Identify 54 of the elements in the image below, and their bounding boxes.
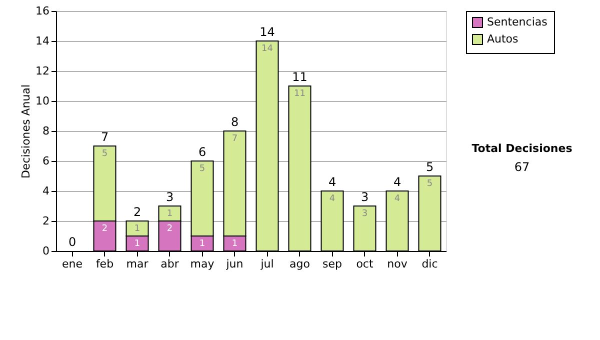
- legend-label: Autos: [487, 32, 519, 46]
- data-label: 1: [232, 239, 238, 249]
- total-label: 3: [166, 190, 174, 204]
- x-tick-label: ene: [62, 258, 83, 270]
- data-label: 2: [166, 224, 173, 234]
- x-tick-label: sep: [322, 258, 342, 270]
- x-tick-label: jul: [260, 258, 274, 270]
- y-tick-label: 8: [42, 124, 50, 138]
- x-tick-label: nov: [387, 258, 408, 270]
- data-label: 11: [294, 89, 306, 99]
- data-label: 7: [232, 134, 238, 144]
- total-label: 2: [133, 205, 142, 219]
- y-tick-label: 0: [42, 244, 50, 258]
- x-tick-label: abr: [160, 258, 180, 270]
- x-tick-label: mar: [126, 258, 149, 270]
- total-label: 8: [230, 115, 239, 129]
- y-tick-label: 6: [42, 154, 50, 168]
- total-label: 5: [426, 160, 434, 174]
- data-label: 4: [329, 194, 336, 204]
- y-tick-label: 2: [42, 214, 50, 228]
- y-axis-title: Decisiones Anual: [20, 84, 33, 179]
- data-label: 1: [134, 224, 140, 234]
- total-label: 0: [68, 235, 76, 249]
- x-tick-label: dic: [422, 258, 438, 270]
- text: 67: [514, 160, 530, 174]
- y-tick-label: 4: [42, 184, 50, 198]
- data-label: 4: [394, 194, 400, 204]
- data-label: 1: [199, 239, 206, 249]
- data-label: 14: [262, 44, 274, 54]
- data-label: 2: [102, 224, 108, 234]
- data-label: 1: [166, 209, 173, 219]
- x-tick-label: oct: [356, 258, 374, 270]
- x-tick-label: feb: [96, 258, 114, 270]
- y-tick-label: 12: [36, 64, 50, 78]
- text: Total Decisiones: [472, 142, 573, 155]
- total-label: 4: [393, 175, 402, 189]
- y-tick-label: 16: [36, 4, 50, 18]
- data-label: 5: [199, 164, 206, 174]
- data-label: 5: [102, 149, 108, 159]
- legend-label: Sentencias: [487, 16, 548, 28]
- x-tick-label: may: [190, 258, 215, 270]
- data-label: 1: [134, 239, 140, 249]
- total-label: 6: [198, 145, 206, 159]
- data-label: 3: [362, 209, 368, 219]
- x-tick-label: ago: [290, 258, 310, 270]
- data-label: 5: [426, 179, 433, 189]
- total-label: 14: [260, 25, 275, 39]
- y-tick-label: 14: [36, 34, 50, 48]
- total-label: 3: [360, 190, 369, 204]
- total-label: 7: [100, 130, 109, 144]
- total-label: 11: [292, 70, 308, 84]
- x-tick-label: jun: [225, 258, 244, 270]
- total-label: 4: [328, 175, 336, 189]
- y-tick-label: 10: [36, 94, 50, 108]
